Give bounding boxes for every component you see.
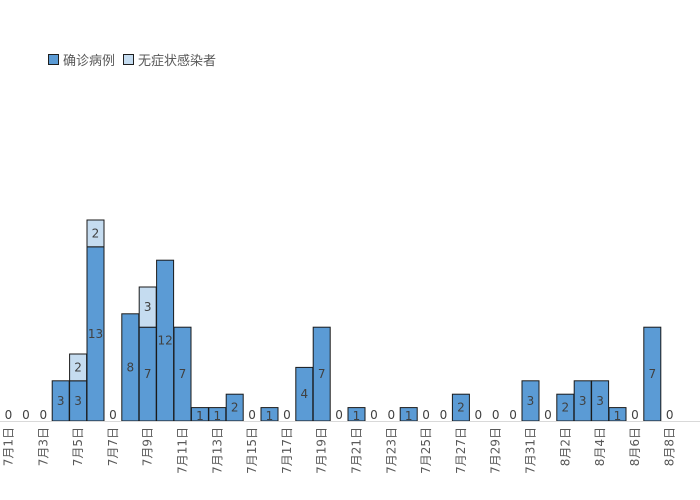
legend-swatch-asymptomatic bbox=[123, 54, 135, 65]
data-label-confirmed: 2 bbox=[561, 401, 569, 415]
data-label-confirmed: 0 bbox=[509, 408, 517, 422]
data-label-confirmed: 8 bbox=[126, 360, 134, 374]
data-label-confirmed: 7 bbox=[648, 367, 656, 381]
data-label-confirmed: 0 bbox=[39, 408, 47, 422]
data-label-confirmed: 0 bbox=[422, 408, 430, 422]
data-label-confirmed: 0 bbox=[109, 408, 117, 422]
data-label-confirmed: 0 bbox=[5, 408, 13, 422]
data-label-confirmed: 0 bbox=[335, 408, 343, 422]
data-label-confirmed: 4 bbox=[300, 387, 308, 401]
x-tick-label: 7月1日 bbox=[2, 427, 16, 466]
data-label-confirmed: 0 bbox=[492, 408, 500, 422]
data-label-confirmed: 0 bbox=[631, 408, 639, 422]
x-tick-label: 7月21日 bbox=[350, 427, 364, 474]
data-label-confirmed: 13 bbox=[88, 327, 103, 341]
data-label-confirmed: 0 bbox=[283, 408, 291, 422]
data-label-confirmed: 0 bbox=[248, 408, 256, 422]
data-label-confirmed: 3 bbox=[596, 394, 604, 408]
legend-swatch-confirmed bbox=[48, 54, 59, 65]
data-label-confirmed: 0 bbox=[544, 408, 552, 422]
data-label-confirmed: 1 bbox=[266, 409, 274, 423]
data-label-confirmed: 3 bbox=[527, 394, 535, 408]
data-label-confirmed: 12 bbox=[157, 334, 172, 348]
data-label-confirmed: 1 bbox=[614, 409, 622, 423]
x-tick-label: 7月13日 bbox=[210, 427, 224, 474]
x-tick-label: 8月2日 bbox=[558, 427, 572, 466]
data-label-confirmed: 3 bbox=[74, 394, 82, 408]
bar-asymptomatic bbox=[86, 219, 105, 248]
data-label-confirmed: 0 bbox=[370, 408, 378, 422]
data-label-confirmed: 3 bbox=[579, 394, 587, 408]
data-label-confirmed: 1 bbox=[405, 409, 413, 423]
x-tick-label: 7月11日 bbox=[176, 427, 190, 474]
data-label-confirmed: 0 bbox=[22, 408, 30, 422]
x-tick-label: 8月4日 bbox=[593, 427, 607, 466]
x-tick-label: 7月3日 bbox=[36, 427, 50, 466]
x-tick-label: 8月6日 bbox=[628, 427, 642, 466]
data-label-asymptomatic: 3 bbox=[144, 300, 152, 314]
data-label-asymptomatic: 2 bbox=[92, 226, 100, 240]
x-tick-label: 7月25日 bbox=[419, 427, 433, 474]
data-label-confirmed: 0 bbox=[440, 408, 448, 422]
data-label-confirmed: 7 bbox=[318, 367, 326, 381]
x-tick-label: 7月29日 bbox=[489, 427, 503, 474]
x-tick-label: 8月8日 bbox=[663, 427, 677, 466]
x-tick-label: 7月23日 bbox=[384, 427, 398, 474]
data-label-confirmed: 0 bbox=[387, 408, 395, 422]
data-label-confirmed: 1 bbox=[213, 409, 221, 423]
data-label-confirmed: 7 bbox=[179, 367, 187, 381]
legend: 确诊病例 无症状感染者 bbox=[48, 50, 224, 69]
legend-item-asymptomatic: 无症状感染者 bbox=[123, 50, 216, 69]
legend-label-confirmed: 确诊病例 bbox=[63, 54, 116, 69]
data-label-confirmed: 2 bbox=[231, 401, 239, 415]
x-tick-label: 7月19日 bbox=[315, 427, 329, 474]
data-label-confirmed: 0 bbox=[474, 408, 482, 422]
x-tick-label: 7月9日 bbox=[141, 427, 155, 466]
data-label-confirmed: 3 bbox=[57, 394, 65, 408]
x-tick-label: 7月7日 bbox=[106, 427, 120, 466]
data-label-confirmed: 7 bbox=[144, 367, 152, 381]
legend-label-asymptomatic: 无症状感染者 bbox=[138, 54, 217, 69]
data-label-asymptomatic: 2 bbox=[74, 360, 82, 374]
data-label-confirmed: 0 bbox=[666, 408, 674, 422]
data-label-confirmed: 1 bbox=[353, 409, 361, 423]
data-label-confirmed: 1 bbox=[196, 409, 204, 423]
data-label-confirmed: 2 bbox=[457, 401, 465, 415]
x-tick-label: 7月31日 bbox=[524, 427, 538, 474]
x-tick-label: 7月27日 bbox=[454, 427, 468, 474]
x-tick-label: 7月15日 bbox=[245, 427, 259, 474]
legend-item-confirmed: 确诊病例 bbox=[48, 50, 115, 69]
x-tick-label: 7月5日 bbox=[71, 427, 85, 466]
x-tick-label: 7月17日 bbox=[280, 427, 294, 474]
